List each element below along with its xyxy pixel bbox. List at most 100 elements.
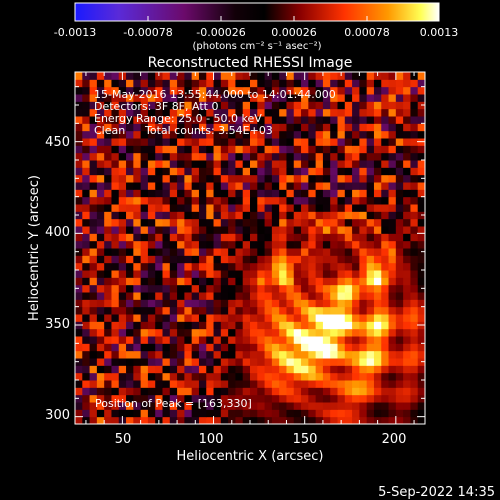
heatmap-cell xyxy=(184,196,193,205)
heatmap-cell xyxy=(126,130,134,139)
heatmap-cell xyxy=(250,130,258,139)
heatmap-cell xyxy=(344,94,353,102)
heatmap-cell xyxy=(220,138,229,146)
heatmap-cell xyxy=(359,416,368,424)
heatmap-cell xyxy=(184,358,193,366)
y-tick-label: 400 xyxy=(45,225,70,240)
heatmap-cell xyxy=(286,167,295,176)
heatmap-cell xyxy=(264,336,273,344)
heatmap-cell xyxy=(228,240,236,249)
heatmap-cell xyxy=(169,350,178,359)
heatmap-cell xyxy=(293,116,302,124)
heatmap-cell xyxy=(395,174,404,183)
heatmap-cell xyxy=(337,138,346,146)
heatmap-cell xyxy=(373,358,382,366)
heatmap-cell xyxy=(308,72,317,80)
heatmap-cell xyxy=(279,306,287,315)
heatmap-cell xyxy=(162,196,171,205)
heatmap-cell xyxy=(330,160,338,168)
heatmap-cell xyxy=(395,196,404,205)
heatmap-cell xyxy=(352,262,360,271)
heatmap-cell xyxy=(279,152,287,161)
heatmap-cell xyxy=(177,152,185,161)
heatmap-cell xyxy=(373,321,382,330)
heatmap-cell xyxy=(242,336,251,344)
heatmap-cell xyxy=(111,372,120,381)
heatmap-cell xyxy=(220,394,229,403)
heatmap-cell xyxy=(198,189,207,198)
heatmap-cell xyxy=(75,116,83,124)
heatmap-cell xyxy=(133,350,142,359)
heatmap-cell xyxy=(82,189,91,198)
heatmap-cell xyxy=(213,138,222,146)
heatmap-cell xyxy=(96,262,105,271)
heatmap-cell xyxy=(395,306,404,315)
heatmap-cell xyxy=(388,299,397,308)
heatmap-cell xyxy=(301,174,309,183)
heatmap-cell xyxy=(410,292,419,300)
heatmap-cell xyxy=(177,116,185,124)
heatmap-cell xyxy=(293,350,302,359)
heatmap-cell xyxy=(198,160,207,168)
heatmap-cell xyxy=(250,380,258,388)
heatmap-cell xyxy=(228,189,236,198)
heatmap-cell xyxy=(403,123,411,132)
heatmap-cell xyxy=(315,152,324,161)
heatmap-cell xyxy=(250,94,258,102)
heatmap-cell xyxy=(147,174,156,183)
heatmap-cell xyxy=(155,196,163,205)
heatmap-cell xyxy=(213,270,222,278)
heatmap-cell xyxy=(220,189,229,198)
heatmap-cell xyxy=(286,182,295,190)
heatmap-cell xyxy=(410,130,419,139)
heatmap-cell xyxy=(352,189,360,198)
heatmap-cell xyxy=(410,86,419,95)
heatmap-cell xyxy=(264,94,273,102)
heatmap-cell xyxy=(111,380,120,388)
heatmap-cell xyxy=(417,372,425,381)
heatmap-cell xyxy=(220,167,229,176)
heatmap-cell xyxy=(140,409,149,418)
heatmap-cell xyxy=(403,211,411,220)
heatmap-cell xyxy=(118,108,127,117)
heatmap-cell xyxy=(257,343,266,352)
heatmap-cell xyxy=(155,350,163,359)
heatmap-cell xyxy=(352,336,360,344)
heatmap-cell xyxy=(366,336,375,344)
heatmap-cell xyxy=(111,306,120,315)
heatmap-cell xyxy=(198,116,207,124)
heatmap-cell xyxy=(242,101,251,110)
heatmap-cell xyxy=(140,372,149,381)
heatmap-cell xyxy=(301,372,309,381)
heatmap-cell xyxy=(264,255,273,264)
heatmap-cell xyxy=(206,138,215,146)
heatmap-cell xyxy=(315,189,324,198)
heatmap-cell xyxy=(359,101,368,110)
heatmap-cell xyxy=(388,336,397,344)
heatmap-cell xyxy=(242,218,251,227)
heatmap-cell xyxy=(403,336,411,344)
heatmap-cell xyxy=(315,409,324,418)
heatmap-cell xyxy=(337,108,346,117)
heatmap-cell xyxy=(111,189,120,198)
heatmap-cell xyxy=(228,372,236,381)
heatmap-cell xyxy=(279,130,287,139)
heatmap-cell xyxy=(118,343,127,352)
heatmap-cell xyxy=(89,292,98,300)
heatmap-cell xyxy=(177,240,185,249)
heatmap-cell xyxy=(96,130,105,139)
heatmap-cell xyxy=(228,116,236,124)
heatmap-cell xyxy=(96,240,105,249)
heatmap-cell xyxy=(322,226,331,234)
heatmap-cell xyxy=(395,86,404,95)
heatmap-cell xyxy=(228,409,236,418)
heatmap-cell xyxy=(301,233,309,242)
heatmap-cell xyxy=(373,174,382,183)
heatmap-cell xyxy=(206,86,215,95)
heatmap-cell xyxy=(75,314,83,322)
heatmap-cell xyxy=(133,233,142,242)
heatmap-cell xyxy=(242,145,251,154)
heatmap-cell xyxy=(286,145,295,154)
heatmap-cell xyxy=(169,358,178,366)
heatmap-cell xyxy=(322,387,331,396)
